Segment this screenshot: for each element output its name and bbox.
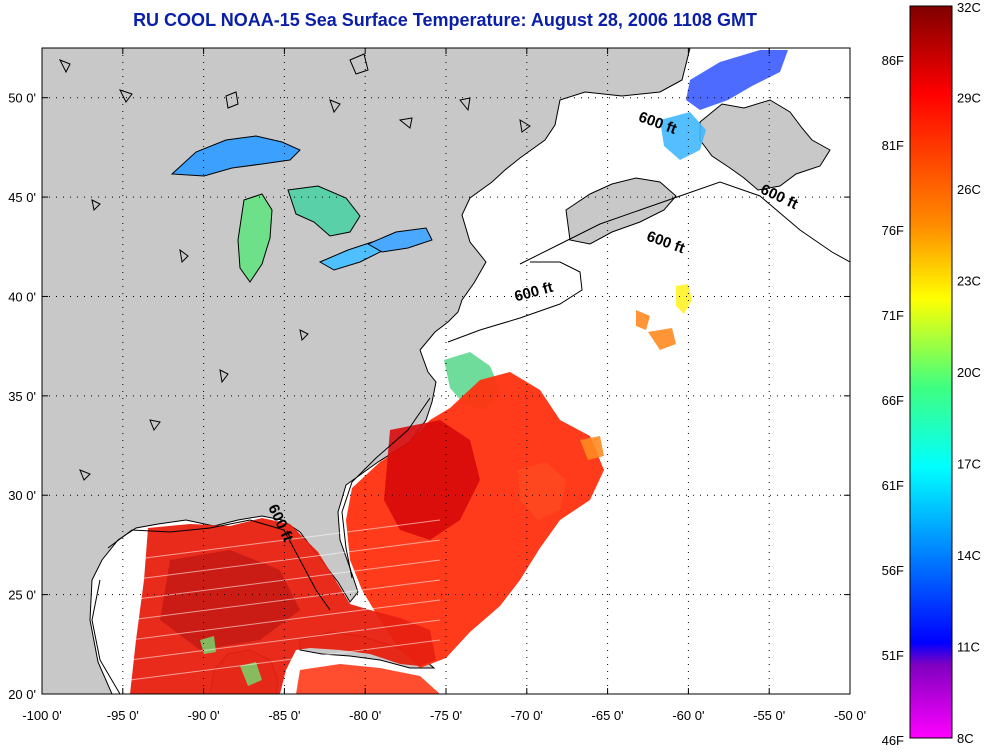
grid-lines [42, 48, 850, 694]
isobath-600ft-midatl [447, 261, 583, 343]
isobath-600ft-se [341, 397, 431, 579]
colorbar-fahrenheit-label: 81F [882, 138, 904, 153]
lake-ontario [366, 227, 433, 253]
scan-line-artifacts [129, 519, 441, 681]
colorbar-fahrenheit-label: 51F [882, 648, 904, 663]
colorbar-fahrenheit-label: 71F [882, 308, 904, 323]
colorbar-celsius-label: 20C [957, 365, 981, 380]
y-tick-label: 50 0' [8, 91, 36, 106]
x-tick-label: -70 0' [511, 708, 543, 723]
x-tick-label: -100 0' [22, 708, 61, 723]
y-tick-label: 25 0' [8, 588, 36, 603]
land-newfoundland [699, 99, 831, 191]
x-tick-label: -55 0' [753, 708, 785, 723]
y-tick-label: 30 0' [8, 488, 36, 503]
lake-michigan [237, 193, 273, 283]
colorbar-fahrenheit-label: 66F [882, 393, 904, 408]
colorbar-celsius-label: 11C [957, 640, 980, 655]
y-tick-label: 45 0' [8, 190, 36, 205]
sst-sargasso-patches [518, 462, 566, 520]
x-tick-label: -50 0' [834, 708, 866, 723]
sst-warm-core [384, 420, 480, 540]
colorbar-celsius-label: 14C [957, 548, 981, 563]
colorbar-celsius-label: 26C [957, 182, 981, 197]
colorbar-celsius-label: 8C [957, 731, 974, 746]
sst-offshore-orange [580, 310, 676, 460]
sst-gulf-dark [160, 550, 300, 650]
sst-labrador-cold [686, 50, 788, 110]
y-tick-label: 40 0' [8, 289, 36, 304]
x-tick-label: -85 0' [268, 708, 300, 723]
colorbar-celsius-label: 23C [957, 274, 981, 289]
colorbar-fahrenheit-label: 61F [882, 478, 904, 493]
x-tick-label: -95 0' [107, 708, 139, 723]
colorbar-fahrenheit-label: 86F [882, 53, 904, 68]
colorbar-fahrenheit-label: 46F [882, 733, 904, 748]
sst-georges-bank [676, 284, 692, 314]
small-lake-outlines [58, 53, 531, 481]
x-tick-label: -75 0' [430, 708, 462, 723]
sst-gulf-stlawrence [660, 112, 706, 160]
isobath-600ft-gulf [107, 519, 331, 611]
x-tick-label: -60 0' [672, 708, 704, 723]
colorbar-celsius-label: 17C [957, 457, 981, 472]
lake-huron [287, 185, 361, 237]
y-tick-label: 20 0' [8, 687, 36, 702]
colorbar-fahrenheit-label: 56F [882, 563, 904, 578]
colorbar-fahrenheit-label: 76F [882, 223, 904, 238]
colorbar-celsius-label: 29C [957, 91, 981, 106]
sst-caribbean [296, 664, 440, 694]
colorbar [909, 5, 953, 739]
y-tick-label: 35 0' [8, 389, 36, 404]
axis-ticks: -100 0' -95 0' -90 0' -85 0' -80 0' -75 0' -70… [8, 48, 866, 723]
lake-superior [170, 135, 301, 177]
x-tick-label: -90 0' [188, 708, 220, 723]
isobath-600ft-yucatan [91, 579, 121, 694]
isobath-600ft-north [519, 181, 850, 265]
x-tick-label: -80 0' [349, 708, 381, 723]
x-tick-label: -65 0' [592, 708, 624, 723]
map-title: RU COOL NOAA-15 Sea Surface Temperature:… [133, 10, 757, 30]
colorbar-celsius-label: 32C [957, 0, 981, 15]
colorbar-labels: 32C 29C 26C 23C 20C 17C 14C 11C 8C 86F 81F 76F 71F 66… [882, 0, 981, 748]
